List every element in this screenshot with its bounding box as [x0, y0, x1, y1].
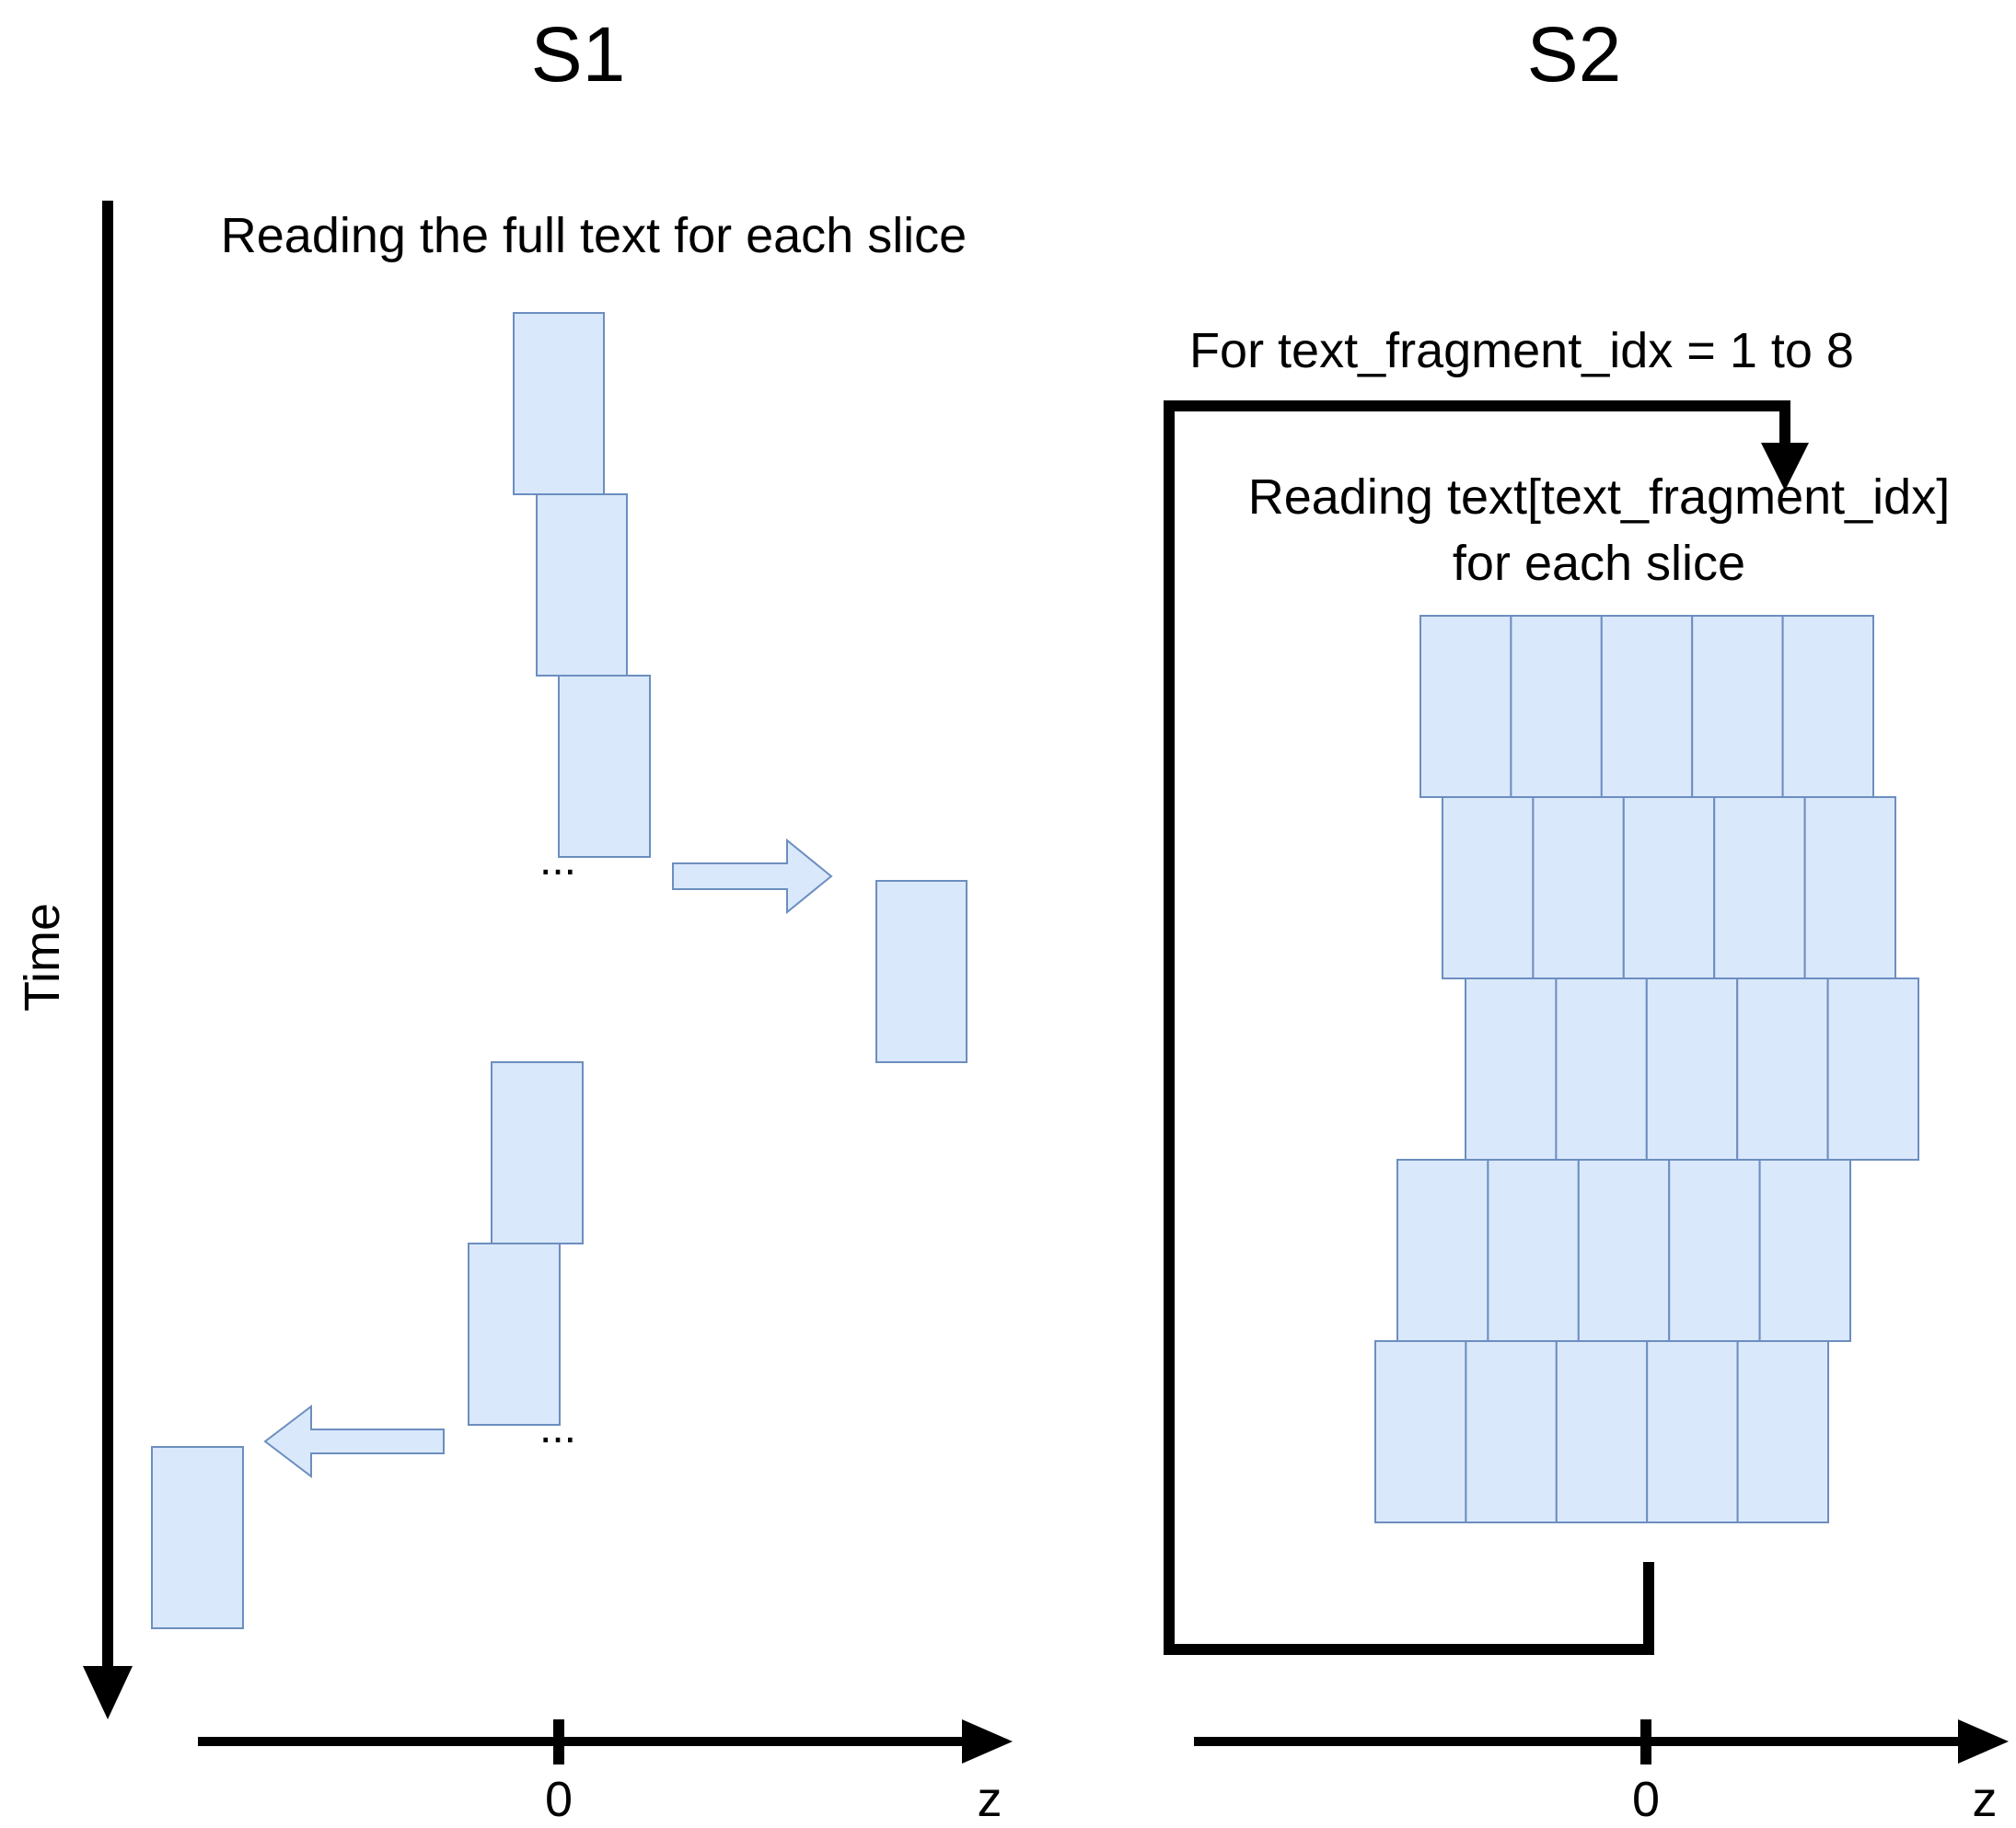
s2-fragment-block [1826, 978, 1919, 1161]
s2-z-axis [1194, 1719, 2009, 1764]
s2-z-axis-label: z [1973, 1772, 1998, 1827]
s2-fragment-block [1600, 615, 1694, 798]
s1-moved-slice-left [151, 1446, 244, 1629]
s2-fragment-block [1668, 1159, 1761, 1342]
s1-slice-block [468, 1243, 561, 1426]
s2-fragment-block [1555, 978, 1648, 1161]
s2-fragment-block [1577, 1159, 1671, 1342]
s1-bottom-slice-stack [468, 1061, 584, 1426]
s2-fragment-block [1465, 978, 1558, 1161]
s2-fragment-block [1646, 1340, 1739, 1523]
s2-fragment-block [1396, 1159, 1489, 1342]
s2-title: S2 [1527, 11, 1622, 98]
s2-fragment-block [1758, 1159, 1851, 1342]
s1-moved-slice-right [875, 880, 967, 1063]
s1-z-origin-label: 0 [545, 1772, 573, 1827]
s2-fragment-block [1555, 1340, 1649, 1523]
s2-fragment-block [1374, 1340, 1467, 1523]
s2-fragment-block [1803, 796, 1896, 979]
s1-slice-block [513, 312, 605, 495]
s1-title: S1 [531, 11, 626, 98]
s1-z-axis [198, 1719, 1013, 1764]
s1-ellipsis-top: ... [539, 836, 576, 885]
s2-fragment-block [1736, 978, 1829, 1161]
s2-fragment-grid [1374, 615, 1919, 1523]
s2-fragment-block [1691, 615, 1784, 798]
s1-caption: Reading the full text for each slice [221, 208, 967, 263]
s1-slice-block [491, 1061, 584, 1244]
s1-ellipsis-bottom: ... [539, 1404, 576, 1452]
time-axis-label: Time [15, 903, 70, 1012]
s2-loop-bracket [1164, 400, 1809, 1655]
s1-right-arrow [672, 838, 833, 915]
s2-fragment-block [1532, 796, 1625, 979]
s2-fragment-block [1645, 978, 1739, 1161]
s2-fragment-block [1510, 615, 1603, 798]
s2-fragment-block [1442, 796, 1535, 979]
s1-slice-block [536, 493, 628, 677]
s2-caption-line2: for each slice [1453, 536, 1745, 591]
s2-fragment-block [1419, 615, 1512, 798]
s2-fragment-block [1487, 1159, 1580, 1342]
s2-fragment-block [1465, 1340, 1558, 1523]
s1-top-slice-stack [513, 312, 651, 858]
s1-left-arrow [263, 1404, 445, 1479]
s2-fragment-block [1622, 796, 1716, 979]
s2-loop-label: For text_fragment_idx = 1 to 8 [1189, 323, 1854, 378]
time-axis [83, 201, 133, 1719]
s2-z-origin-label: 0 [1632, 1772, 1660, 1827]
s1-z-axis-label: z [978, 1772, 1002, 1827]
s2-fragment-block [1736, 1340, 1829, 1523]
s2-fragment-block [1713, 796, 1806, 979]
s1-slice-block [558, 675, 651, 858]
s2-caption-line1: Reading text[text_fragment_idx] [1248, 469, 1950, 525]
s2-fragment-block [1781, 615, 1874, 798]
